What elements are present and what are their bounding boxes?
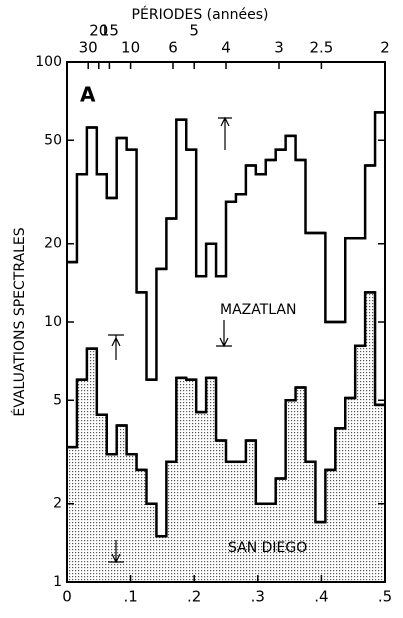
area-bin xyxy=(295,387,306,582)
area-bin xyxy=(176,377,187,582)
area-bin xyxy=(186,379,197,582)
area-bin xyxy=(226,461,236,582)
area-bin xyxy=(136,469,147,582)
area-bin xyxy=(96,414,107,582)
x2-tick-label: 2.5 xyxy=(309,39,333,57)
panel-label: A xyxy=(80,83,96,107)
y-tick-label: 5 xyxy=(53,392,62,408)
area-bin xyxy=(216,440,226,582)
area-bin xyxy=(166,461,177,582)
x2-tick-label: 20 xyxy=(89,22,108,40)
y-tick-label: 100 xyxy=(35,54,62,70)
x2-tick-label: 5 xyxy=(189,22,199,40)
area-bin xyxy=(305,461,316,582)
x2-tick-label: 30 xyxy=(79,39,98,57)
area-bin xyxy=(156,536,167,582)
x-tick-label: 0 xyxy=(62,588,72,606)
x2-tick-label: 15 xyxy=(100,22,119,40)
x-tick-label: .5 xyxy=(378,588,392,606)
area-bin xyxy=(315,522,326,582)
x2-tick-label: 2 xyxy=(380,39,390,57)
area-bin xyxy=(245,440,256,582)
area-bin xyxy=(255,503,266,582)
area-bin xyxy=(106,454,117,582)
error-bars xyxy=(108,116,232,564)
area-bin xyxy=(365,292,376,582)
series-label: MAZATLAN xyxy=(220,302,296,318)
area-bin xyxy=(285,400,296,582)
y-tick-label: 2 xyxy=(53,496,62,512)
area-bin xyxy=(355,345,366,582)
area-bin xyxy=(86,348,97,582)
y-tick-label: 50 xyxy=(44,132,62,148)
x2-tick-label: 3 xyxy=(274,39,284,57)
area-bin xyxy=(126,454,137,582)
x-tick-label: .4 xyxy=(314,588,328,606)
x-tick-label: .1 xyxy=(123,588,137,606)
area-bin xyxy=(76,379,87,582)
y-tick-label: 1 xyxy=(53,574,62,590)
area-bin xyxy=(325,469,336,582)
plot-area xyxy=(67,111,385,582)
x2-tick-label: 4 xyxy=(221,39,231,57)
x-tick-label: .3 xyxy=(251,588,265,606)
x2-tick-label: 6 xyxy=(168,39,178,57)
y-tick-label: 20 xyxy=(44,236,62,252)
area-bin xyxy=(116,425,127,582)
y-tick-label: 10 xyxy=(44,314,62,330)
area-bin xyxy=(235,461,246,582)
y-axis-label: ÉVALUATIONS SPECTRALES xyxy=(11,227,28,416)
area-bin xyxy=(345,398,356,582)
area-bin xyxy=(265,503,276,582)
series-label: SAN DIEGO xyxy=(228,540,307,556)
area-bin xyxy=(375,404,385,582)
area-bin xyxy=(335,428,346,582)
x2-tick-label: 10 xyxy=(121,39,140,57)
chart-title: PÉRIODES (années) xyxy=(132,6,269,23)
area-bin xyxy=(146,503,157,582)
area-bin xyxy=(196,412,207,582)
area-bin xyxy=(206,377,217,582)
area-bin xyxy=(67,447,77,582)
area-bin xyxy=(275,478,286,582)
x-tick-label: .2 xyxy=(187,588,201,606)
